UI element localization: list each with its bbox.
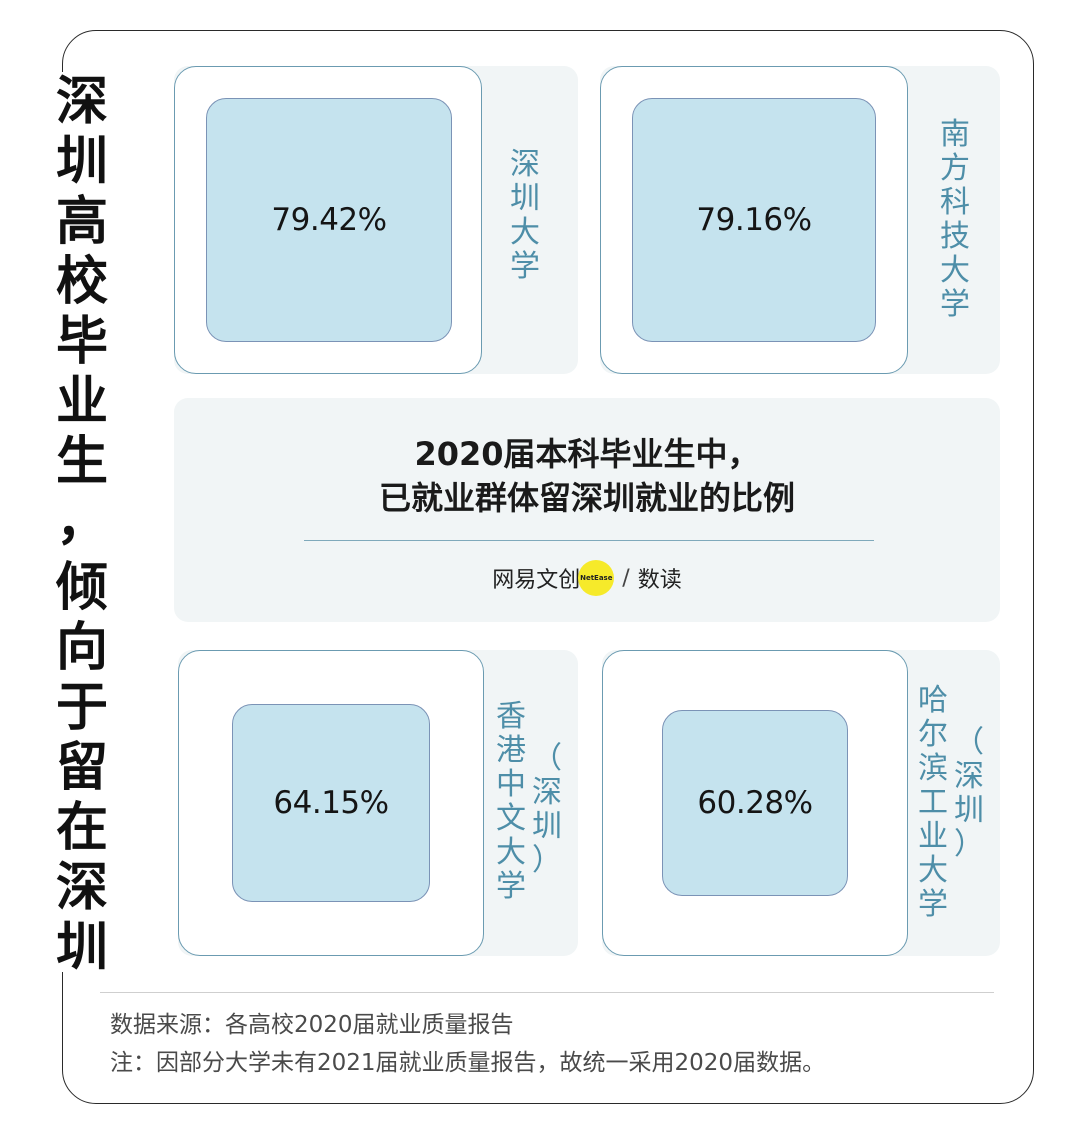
- university-name-char: 滨: [918, 751, 948, 786]
- headline-line-1: 深 圳 高 校 毕 业 生 ，: [56, 72, 108, 552]
- university-name-column: 南方科技大学: [940, 118, 970, 322]
- headline-char: 留: [55, 738, 108, 798]
- headline-char: 生: [55, 432, 108, 492]
- university-name: 哈尔滨工业大学（深圳）: [918, 684, 984, 922]
- value-label: 79.42%: [271, 202, 387, 238]
- data-source: 数据来源：各高校2020届就业质量报告: [110, 1012, 514, 1038]
- university-name-column: 深圳大学: [510, 148, 540, 284]
- university-name-char: 深: [954, 759, 984, 794]
- university-name-char: 港: [496, 733, 526, 768]
- university-name-char: 圳: [532, 809, 562, 844]
- headline-char: 圳: [55, 132, 108, 192]
- title-panel: 2020届本科毕业生中， 已就业群体留深圳就业的比例 网易文创 NetEase …: [174, 398, 1000, 622]
- footer-note: 注：因部分大学未有2021届就业质量报告，故统一采用2020届数据。: [110, 1050, 826, 1076]
- chart-title-line-1: 2020届本科毕业生中，: [414, 435, 760, 473]
- university-name-char: 深: [532, 775, 562, 810]
- university-name-char: 大: [918, 853, 948, 888]
- university-name-char: 学: [940, 287, 970, 322]
- university-name-char: 香: [496, 699, 526, 734]
- vertical-headline: 深 圳 高 校 毕 业 生 ， 倾 向 于 留 在 深 圳: [44, 72, 120, 978]
- university-name-char: 学: [918, 887, 948, 922]
- university-name-char: 技: [940, 219, 970, 254]
- value-square: 79.16%: [632, 98, 876, 342]
- university-name-char: 大: [496, 835, 526, 870]
- university-name-char: 大: [510, 215, 540, 250]
- headline-char: 在: [55, 798, 108, 858]
- netease-badge-text: NetEase: [580, 574, 613, 582]
- university-name-char: 中: [496, 767, 526, 802]
- university-name-char: 业: [918, 819, 948, 854]
- university-name-column: （深圳）: [954, 726, 984, 922]
- headline-line-2: 倾 向 于 留 在 深 圳: [56, 558, 108, 978]
- university-name-column: 香港中文大学: [496, 700, 526, 904]
- headline-char: 圳: [55, 918, 108, 978]
- brand-separator: /: [622, 565, 630, 591]
- value-square: 64.15%: [232, 704, 430, 902]
- university-name: 南方科技大学: [940, 118, 970, 322]
- value-square: 60.28%: [662, 710, 848, 896]
- headline-char: 深: [55, 72, 108, 132]
- university-name-char: ）: [532, 843, 562, 878]
- university-name-char: 哈: [918, 683, 948, 718]
- netease-badge-icon: NetEase: [578, 560, 615, 596]
- university-name-char: ）: [954, 827, 984, 862]
- value-label: 60.28%: [697, 785, 813, 821]
- university-name-char: （: [954, 725, 984, 760]
- brand-sub: 数读: [637, 568, 682, 593]
- headline-char: ，: [55, 492, 108, 552]
- headline-char: 倾: [55, 558, 108, 618]
- value-square: 79.42%: [206, 98, 452, 342]
- brand-name: 网易文创: [492, 568, 581, 593]
- university-name-char: 大: [940, 253, 970, 288]
- university-name-char: 南: [940, 117, 970, 152]
- title-divider: [304, 540, 874, 541]
- university-name-char: 科: [940, 185, 970, 220]
- chart-title-line-2: 已就业群体留深圳就业的比例: [378, 479, 795, 517]
- university-name-char: 方: [940, 151, 970, 186]
- headline-char: 向: [55, 618, 108, 678]
- headline-char: 毕: [55, 312, 108, 372]
- value-label: 64.15%: [273, 785, 389, 821]
- university-name-column: （深圳）: [532, 742, 562, 904]
- brand-logo: 网易文创 NetEase / 数读: [174, 560, 1000, 596]
- university-name: 香港中文大学（深圳）: [496, 700, 562, 904]
- university-name-char: 文: [496, 801, 526, 836]
- university-name-char: 尔: [918, 717, 948, 752]
- university-name-char: （: [532, 741, 562, 776]
- university-name-char: 圳: [510, 181, 540, 216]
- university-name-column: 哈尔滨工业大学: [918, 684, 948, 922]
- university-name-char: 学: [496, 869, 526, 904]
- headline-char: 校: [55, 252, 108, 312]
- university-name: 深圳大学: [510, 148, 540, 284]
- headline-char: 深: [55, 858, 108, 918]
- university-name-char: 圳: [954, 793, 984, 828]
- university-name-char: 工: [918, 785, 948, 820]
- headline-char: 于: [55, 678, 108, 738]
- university-name-char: 深: [510, 147, 540, 182]
- university-name-char: 学: [510, 249, 540, 284]
- headline-char: 业: [55, 372, 108, 432]
- headline-char: 高: [55, 192, 108, 252]
- footer-divider: [100, 992, 994, 993]
- value-label: 79.16%: [696, 202, 812, 238]
- chart-title: 2020届本科毕业生中， 已就业群体留深圳就业的比例: [174, 432, 1000, 520]
